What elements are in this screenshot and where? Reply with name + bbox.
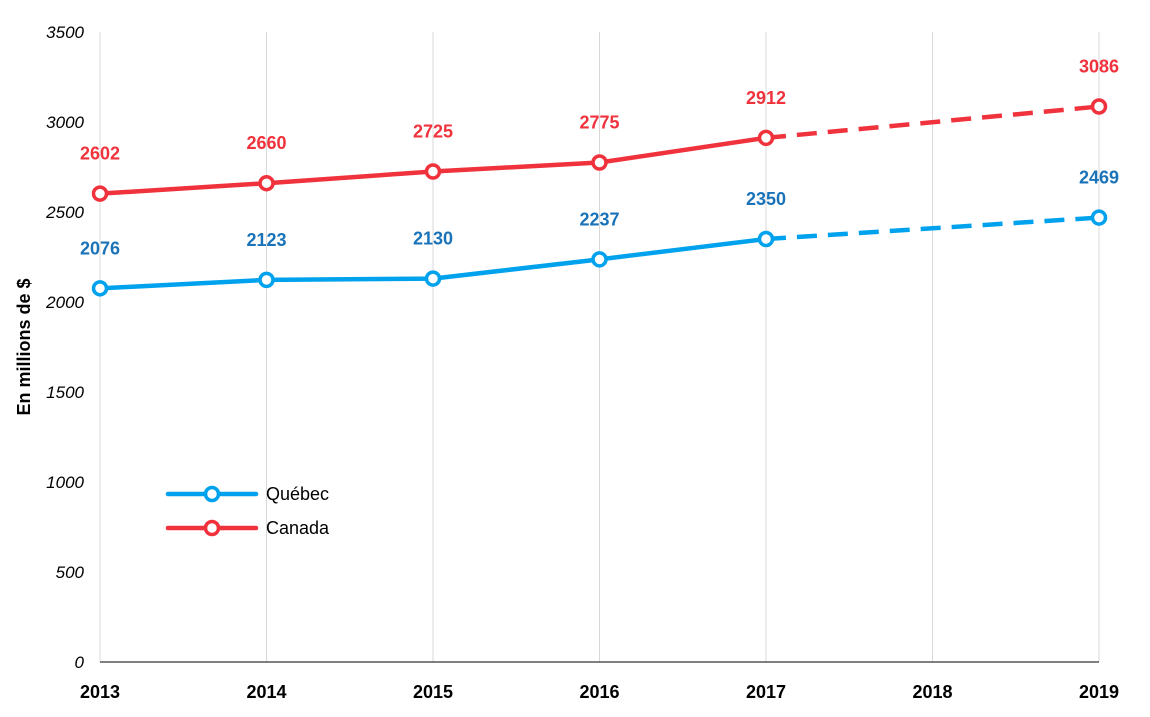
data-label-qubec: 2130 [413,229,453,249]
x-tick-label: 2019 [1079,682,1119,702]
data-label-canada: 3086 [1079,57,1119,77]
data-point-canada [258,174,275,192]
data-label-canada: 2912 [746,88,786,108]
data-label-canada: 2602 [80,144,120,164]
legend-marker-qubec [203,485,221,503]
legend-label-qubec: Québec [266,484,329,504]
x-tick-label: 2015 [413,682,453,702]
data-label-canada: 2725 [413,122,453,142]
series-projection-qubec [765,215,1100,242]
y-tick-label: 0 [75,653,85,672]
data-label-canada: 2775 [579,113,619,133]
y-tick-label: 3000 [46,113,84,132]
data-label-qubec: 2350 [746,189,786,209]
data-point-qubec [258,271,275,289]
data-point-canada [424,163,442,180]
data-point-canada [591,154,608,171]
y-tick-label: 2500 [45,203,84,222]
data-label-qubec: 2123 [246,230,286,250]
data-point-canada [1090,98,1108,115]
data-label-qubec: 2469 [1079,168,1119,188]
data-label-qubec: 2237 [579,209,619,229]
y-tick-label: 3500 [46,23,84,42]
data-point-qubec [424,270,442,287]
y-tick-label: 1000 [46,473,84,492]
x-tick-label: 2014 [246,682,286,702]
data-point-qubec [757,230,775,248]
x-tick-label: 2016 [579,682,619,702]
x-tick-label: 2017 [746,682,786,702]
x-tick-label: 2013 [80,682,120,702]
legend-label-canada: Canada [266,518,330,538]
data-point-qubec [91,280,109,297]
data-point-qubec [591,251,608,268]
y-tick-label: 2000 [45,293,84,312]
y-tick-label: 500 [56,563,85,582]
x-tick-label: 2018 [912,682,952,702]
legend-marker-canada [203,519,221,537]
data-label-canada: 2660 [246,133,286,153]
y-tick-label: 1500 [46,383,84,402]
series-projection-canada [765,104,1100,141]
data-label-qubec: 2076 [80,238,120,258]
data-point-qubec [1090,209,1108,226]
data-point-canada [757,129,775,147]
y-axis-title: En millions de $ [14,278,34,415]
data-point-canada [91,185,109,202]
